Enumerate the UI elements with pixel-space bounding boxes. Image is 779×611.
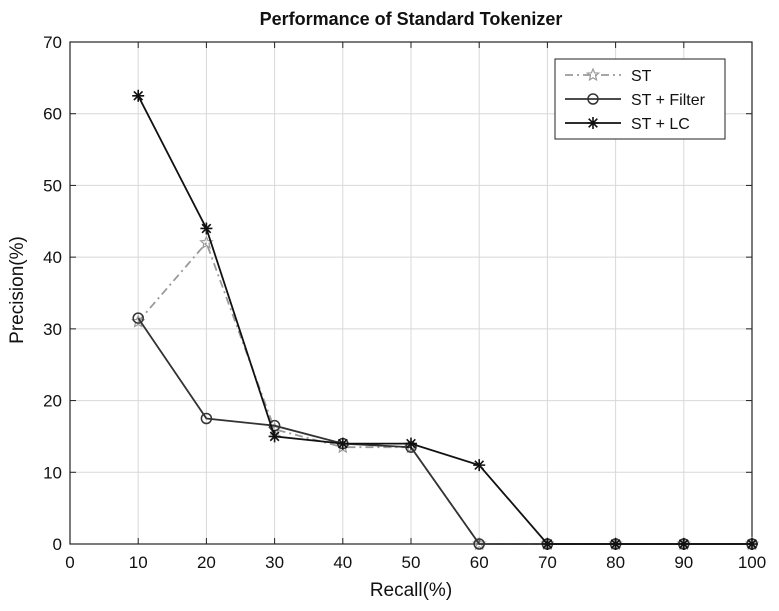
- x-tick-label-10: 100: [738, 553, 766, 572]
- y-tick-label-4: 40: [43, 248, 62, 267]
- y-tick-label-6: 60: [43, 105, 62, 124]
- series-2-point-6: [541, 538, 554, 550]
- series-0: [131, 235, 760, 551]
- series-1-point-0: [132, 312, 144, 324]
- x-tick-label-1: 10: [129, 553, 148, 572]
- y-tick-label-3: 30: [43, 320, 62, 339]
- series-1: [132, 312, 758, 550]
- y-tick-label-1: 10: [43, 463, 62, 482]
- series-2-point-7: [609, 538, 622, 550]
- legend-label-2: ST + LC: [631, 116, 690, 133]
- legend: ST ST + Filter ST + LC: [554, 58, 726, 140]
- x-tick-label-2: 20: [197, 553, 216, 572]
- x-axis-label: Recall(%): [369, 580, 453, 601]
- series-2-point-0: [132, 89, 145, 102]
- x-tick-label-7: 70: [538, 553, 557, 572]
- x-tick-label-8: 80: [606, 553, 625, 572]
- y-axis-label: Precision(%): [7, 236, 28, 344]
- x-tick-label-5: 50: [402, 553, 421, 572]
- chart-title: Performance of Standard Tokenizer: [259, 9, 563, 29]
- series-1-point-1: [200, 412, 213, 425]
- legend-marker-1: [587, 93, 599, 105]
- series-1-point-5: [473, 538, 485, 550]
- legend-label-1: ST + Filter: [631, 92, 706, 109]
- y-tick-label-0: 0: [53, 535, 62, 554]
- y-tick-label-7: 70: [43, 33, 62, 52]
- series-2: [132, 89, 758, 550]
- y-tick-label-5: 50: [43, 176, 62, 195]
- x-tick-label-9: 90: [674, 553, 693, 572]
- series-2-point-8: [677, 538, 690, 550]
- series-2-point-4: [405, 437, 417, 450]
- series-2-point-3: [336, 437, 349, 450]
- x-tick-label-0: 0: [65, 553, 74, 572]
- series-line-2: [137, 95, 752, 545]
- legend-marker-2: [587, 117, 599, 129]
- x-tick-label-3: 30: [265, 553, 284, 572]
- series-2-point-9: [746, 538, 758, 550]
- y-tick-label-2: 20: [43, 392, 62, 411]
- series-2-point-1: [200, 222, 213, 235]
- legend-label-0: ST: [631, 68, 652, 85]
- series-line-0: [137, 241, 752, 545]
- x-tick-label-6: 60: [470, 553, 489, 572]
- series-line-1: [137, 317, 752, 545]
- legend-marker-0: [585, 67, 601, 82]
- series-2-point-2: [268, 430, 281, 443]
- series-2-point-5: [473, 459, 486, 472]
- x-tick-label-4: 40: [333, 553, 352, 572]
